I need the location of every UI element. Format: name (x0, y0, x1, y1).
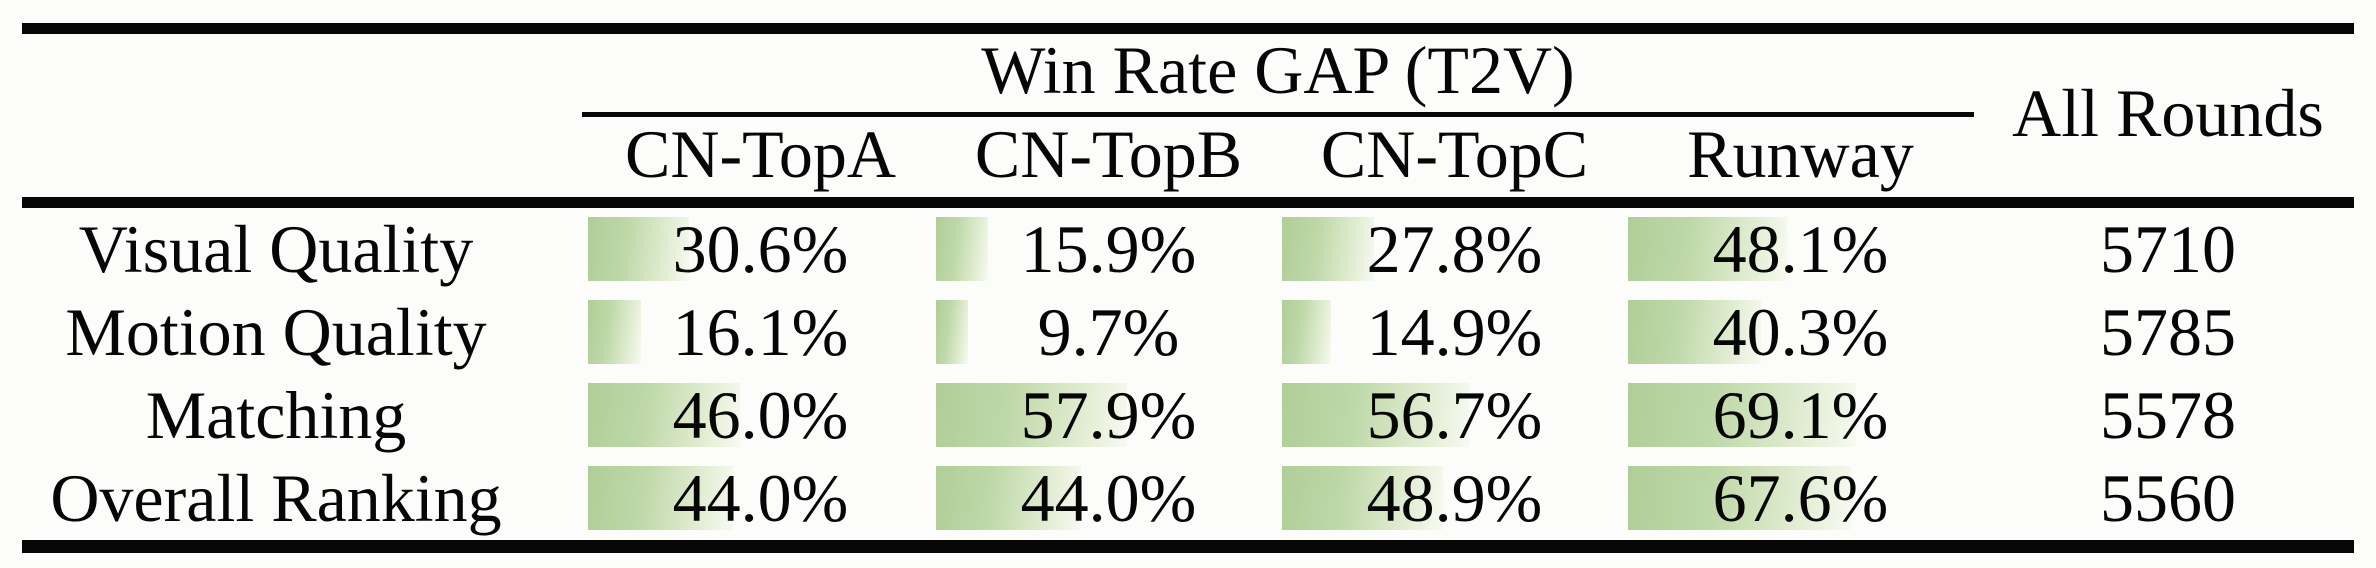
column-header-cn-topc: CN-TopC (1320, 115, 1589, 192)
win-rate-value: 67.6% (1712, 460, 1889, 536)
win-rate-value: 30.6% (672, 211, 849, 287)
data-bar (936, 466, 1081, 530)
win-rate-cell: 46.0% (588, 374, 933, 457)
row-label: Matching (145, 377, 407, 453)
win-rate-value: 44.0% (672, 460, 849, 536)
win-rate-value: 48.9% (1366, 460, 1543, 536)
data-bar (588, 300, 641, 364)
win-rate-cell: 44.0% (936, 457, 1281, 540)
bottom-rule (22, 540, 2354, 553)
data-bar (1628, 383, 1856, 447)
group-header-title: Win Rate GAP (T2V) (981, 31, 1575, 108)
win-rate-cell: 67.6% (1628, 457, 1973, 540)
all-rounds-value: 5710 (2100, 211, 2236, 287)
win-rate-cell: 9.7% (936, 291, 1281, 374)
data-bar (1282, 217, 1374, 281)
column-header-cn-topa: CN-TopA (624, 115, 896, 192)
win-rate-value: 16.1% (672, 294, 849, 370)
column-header-runway: Runway (1687, 115, 1914, 192)
win-rate-cell: 48.1% (1628, 208, 1973, 291)
win-rate-cell: 30.6% (588, 208, 933, 291)
win-rate-value: 44.0% (1020, 460, 1197, 536)
data-bar (1282, 383, 1469, 447)
win-rate-cell: 48.9% (1282, 457, 1627, 540)
data-bar (936, 300, 968, 364)
win-rate-value: 15.9% (1020, 211, 1197, 287)
win-rate-value: 57.9% (1020, 377, 1197, 453)
win-rate-value: 69.1% (1712, 377, 1889, 453)
win-rate-value: 56.7% (1366, 377, 1543, 453)
all-rounds-value: 5785 (2100, 294, 2236, 370)
win-rate-cell: 44.0% (588, 457, 933, 540)
group-header-underline (582, 112, 1974, 117)
win-rate-value: 27.8% (1366, 211, 1543, 287)
win-rate-cell: 69.1% (1628, 374, 1973, 457)
data-bar (588, 466, 733, 530)
data-bar (1628, 466, 1851, 530)
table-row: Motion Quality 16.1% 9.7% 14.9% 40.3% 57… (0, 291, 2376, 374)
column-header-cn-topb: CN-TopB (974, 115, 1243, 192)
data-bar (1628, 300, 1761, 364)
win-rate-cell: 40.3% (1628, 291, 1973, 374)
header-body-rule (22, 197, 2354, 208)
win-rate-cell: 27.8% (1282, 208, 1627, 291)
win-rate-value: 14.9% (1366, 294, 1543, 370)
column-header-all-rounds: All Rounds (2012, 74, 2324, 151)
table-row: Visual Quality 30.6% 15.9% 27.8% 48.1% 5… (0, 208, 2376, 291)
table-row: Matching 46.0% 57.9% 56.7% 69.1% 5578 (0, 374, 2376, 457)
win-rate-value: 9.7% (1037, 294, 1180, 370)
data-bar (936, 217, 988, 281)
row-label: Overall Ranking (50, 460, 502, 536)
win-rate-cell: 14.9% (1282, 291, 1627, 374)
all-rounds-value: 5560 (2100, 460, 2236, 536)
all-rounds-value: 5578 (2100, 377, 2236, 453)
top-rule (22, 23, 2354, 34)
data-bar (588, 383, 740, 447)
win-rate-cell: 16.1% (588, 291, 933, 374)
row-label: Visual Quality (78, 211, 474, 287)
win-rate-value: 46.0% (672, 377, 849, 453)
row-label: Motion Quality (65, 294, 487, 370)
win-rate-value: 40.3% (1712, 294, 1889, 370)
win-rate-cell: 56.7% (1282, 374, 1627, 457)
win-rate-cell: 57.9% (936, 374, 1281, 457)
data-bar (936, 383, 1127, 447)
data-bar (588, 217, 689, 281)
win-rate-value: 48.1% (1712, 211, 1889, 287)
data-bar (1282, 300, 1331, 364)
data-bar (1282, 466, 1443, 530)
win-rate-cell: 15.9% (936, 208, 1281, 291)
table-row: Overall Ranking 44.0% 44.0% 48.9% 67.6% … (0, 457, 2376, 540)
data-bar (1628, 217, 1787, 281)
